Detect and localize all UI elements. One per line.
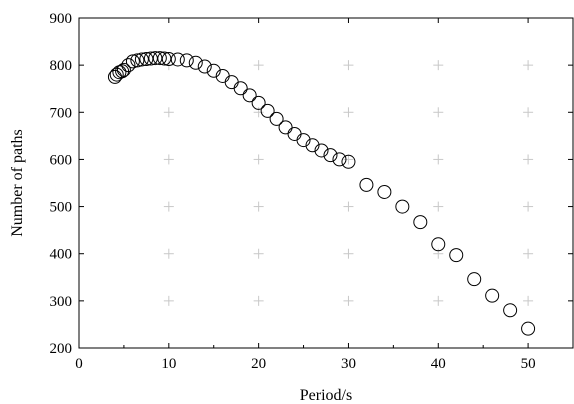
y-tick-label: 700: [50, 105, 73, 121]
grid-plus: [163, 154, 174, 165]
data-point: [125, 54, 140, 69]
data-points: [107, 51, 536, 336]
grid-plus: [343, 201, 354, 212]
data-point: [121, 58, 136, 73]
data-point: [278, 120, 293, 135]
x-tick-label: 30: [341, 356, 356, 372]
y-tick-label: 200: [50, 341, 73, 357]
data-point: [251, 95, 266, 110]
data-point: [170, 52, 185, 67]
data-point: [314, 143, 329, 158]
data-point: [134, 52, 149, 67]
data-point: [449, 248, 464, 263]
grid-plus: [523, 201, 534, 212]
grid-plus: [523, 107, 534, 118]
grid-plus: [523, 295, 534, 306]
data-point: [242, 88, 257, 103]
grid-plus: [523, 248, 534, 259]
axis-ticks: 0 10 20 30 40 50 200 300 400 500 600 700 800 900: [50, 11, 573, 372]
grid-plus: [253, 60, 264, 71]
grid-plus: [253, 248, 264, 259]
x-tick-label: 50: [521, 356, 536, 372]
y-tick-label: 500: [50, 200, 73, 216]
grid-plus: [163, 248, 174, 259]
grid-plus: [163, 107, 174, 118]
data-point: [503, 303, 518, 318]
data-point: [116, 62, 131, 77]
plot-frame: [78, 17, 574, 349]
data-point: [139, 52, 154, 67]
grid-plus: [523, 60, 534, 71]
grid-markers: [163, 60, 534, 306]
data-point: [431, 237, 446, 252]
grid-plus: [163, 201, 174, 212]
grid-plus: [523, 154, 534, 165]
x-tick-label: 0: [75, 356, 83, 372]
data-point: [341, 154, 356, 169]
data-point: [206, 63, 221, 78]
y-tick-label: 900: [50, 11, 73, 27]
data-point: [148, 51, 163, 66]
data-point: [197, 59, 212, 74]
y-tick-label: 400: [50, 247, 73, 263]
data-point: [521, 321, 536, 336]
grid-plus: [253, 295, 264, 306]
data-point: [323, 148, 338, 163]
grid-plus: [433, 201, 444, 212]
data-point: [161, 52, 176, 67]
data-point: [359, 177, 374, 192]
x-axis-label: Period/s: [300, 387, 352, 404]
x-tick-label: 20: [251, 356, 266, 372]
grid-plus: [163, 295, 174, 306]
y-tick-label: 800: [50, 58, 73, 74]
data-point: [260, 103, 275, 118]
data-point: [305, 138, 320, 153]
data-point: [287, 126, 302, 141]
grid-plus: [343, 295, 354, 306]
y-tick-label: 300: [50, 294, 73, 310]
data-point: [413, 215, 428, 230]
grid-plus: [433, 107, 444, 118]
data-point: [157, 51, 172, 66]
data-point: [152, 51, 167, 66]
grid-plus: [253, 201, 264, 212]
data-point: [107, 69, 122, 84]
data-point: [130, 53, 145, 68]
data-point: [377, 184, 392, 199]
y-axis-label: Number of paths: [9, 129, 26, 237]
data-point: [485, 288, 500, 303]
data-point: [332, 152, 347, 167]
grid-plus: [343, 107, 354, 118]
x-tick-label: 40: [431, 356, 446, 372]
grid-plus: [343, 60, 354, 71]
data-point: [467, 272, 482, 287]
grid-plus: [433, 154, 444, 165]
data-point: [224, 75, 239, 90]
data-point: [269, 111, 284, 126]
grid-plus: [433, 60, 444, 71]
y-tick-label: 600: [50, 152, 73, 168]
data-point: [179, 53, 194, 68]
grid-plus: [343, 248, 354, 259]
data-point: [296, 133, 311, 148]
grid-plus: [343, 154, 354, 165]
grid-plus: [433, 295, 444, 306]
data-point: [188, 55, 203, 70]
grid-plus: [253, 154, 264, 165]
data-point: [395, 199, 410, 214]
x-tick-label: 10: [161, 356, 176, 372]
data-point: [233, 81, 248, 96]
